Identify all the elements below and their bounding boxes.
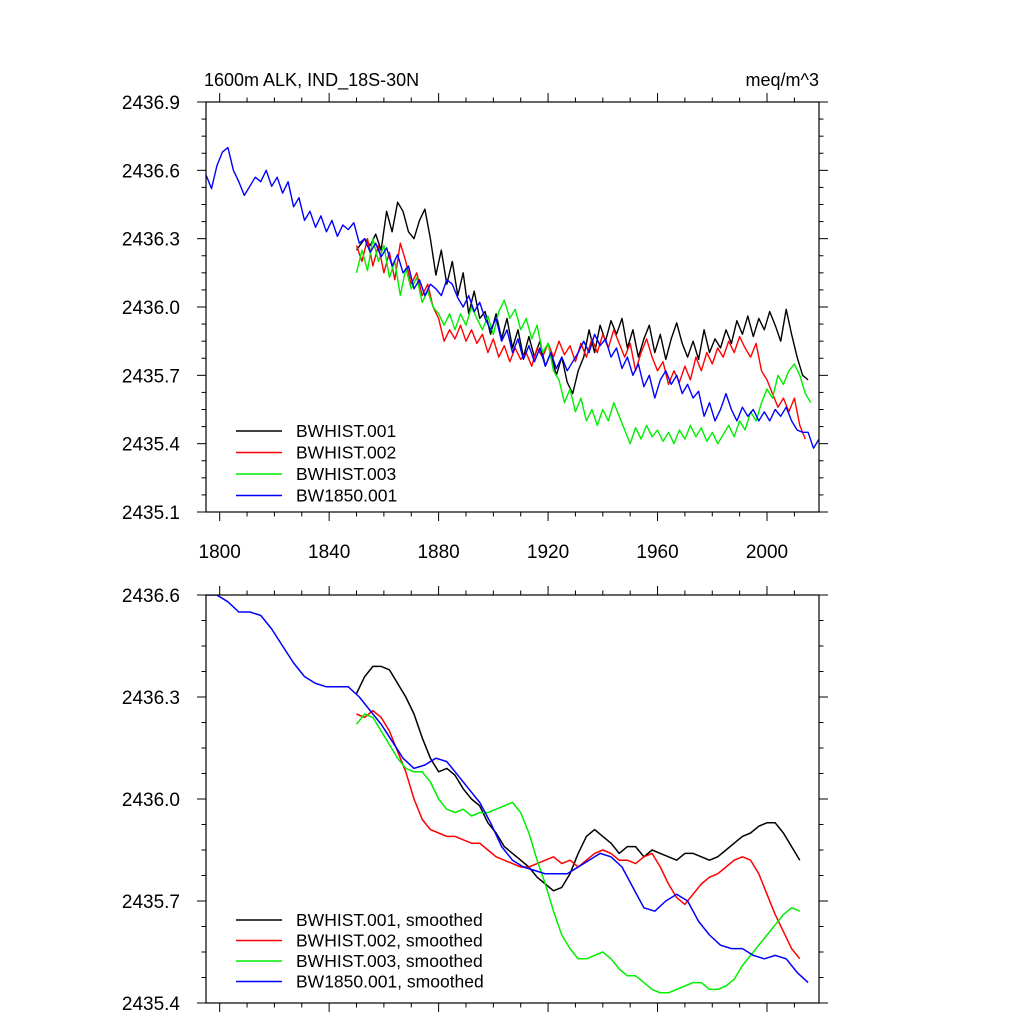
y-tick-label: 2436.9 bbox=[122, 93, 180, 114]
y-tick-label: 2436.3 bbox=[122, 688, 180, 709]
series-line-bwhist-001-smoothed bbox=[355, 665, 801, 892]
legend-label: BWHIST.001 bbox=[296, 421, 396, 441]
series-line-bwhist-003-smoothed bbox=[355, 713, 801, 994]
units-label: meq/m^3 bbox=[746, 70, 819, 90]
y-tick-label: 2436.6 bbox=[122, 586, 180, 607]
legend-label: BWHIST.003, smoothed bbox=[296, 951, 483, 971]
legend-label: BW1850.001, smoothed bbox=[296, 972, 484, 992]
legend-label: BWHIST.003 bbox=[296, 464, 396, 484]
top-panel-raw: 1800 1840 1880 1920 1960 2000 2435.1 2435.4 2435… bbox=[122, 70, 828, 563]
series-group bbox=[206, 146, 819, 449]
y-tick-label: 2435.4 bbox=[122, 994, 181, 1015]
series-line-bwhist-003 bbox=[355, 238, 812, 445]
x-tick-label: 2000 bbox=[746, 542, 788, 563]
legend-label: BWHIST.001, smoothed bbox=[296, 910, 483, 930]
series-line-bwhist-001 bbox=[355, 201, 809, 395]
y-tick-label: 2435.4 bbox=[122, 435, 181, 456]
y-tick-label: 2436.0 bbox=[122, 298, 180, 319]
y-tick-label: 2435.7 bbox=[122, 366, 180, 387]
y-tick-label: 2436.0 bbox=[122, 790, 180, 811]
series-line-bw1850-001-smoothed bbox=[206, 595, 809, 984]
y-tick-label: 2435.1 bbox=[122, 503, 180, 524]
y-tick-label: 2435.7 bbox=[122, 892, 180, 913]
series-group bbox=[206, 595, 809, 994]
bottom-panel-smoothed: 2435.4 2435.7 2436.0 2436.3 2436.6 BWHIST.001… bbox=[122, 586, 828, 1015]
y-tick-label: 2436.3 bbox=[122, 230, 180, 251]
y-tick-label: 2436.6 bbox=[122, 161, 180, 182]
legend-label: BW1850.001 bbox=[296, 486, 397, 506]
x-tick-label: 1800 bbox=[199, 542, 241, 563]
chart-title: 1600m ALK, IND_18S-30N bbox=[204, 70, 419, 91]
legend-label: BWHIST.002, smoothed bbox=[296, 931, 483, 951]
series-line-bw1850-001 bbox=[206, 146, 819, 449]
x-tick-label: 1840 bbox=[308, 542, 350, 563]
x-tick-label: 1960 bbox=[636, 542, 678, 563]
series-line-bwhist-002 bbox=[355, 238, 806, 440]
x-tick-label: 1880 bbox=[417, 542, 459, 563]
legend-label: BWHIST.002 bbox=[296, 443, 396, 463]
x-tick-label: 1920 bbox=[527, 542, 569, 563]
